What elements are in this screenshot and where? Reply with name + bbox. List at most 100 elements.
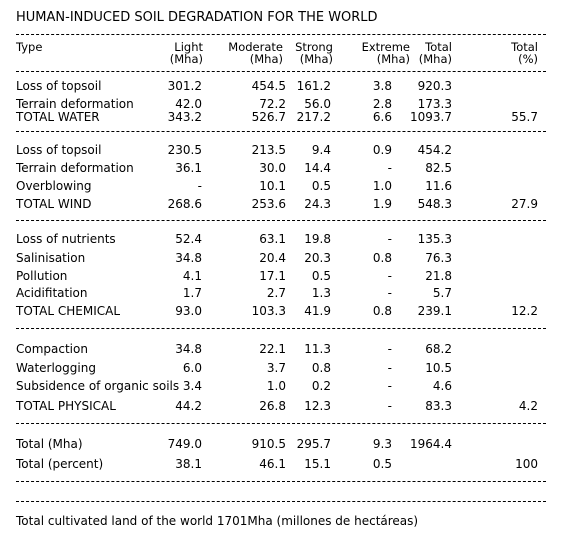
row-label: Terrain deformation (16, 161, 134, 175)
table-cell: 21.8 (425, 269, 452, 283)
table-cell: 1.3 (311, 286, 331, 300)
table-cell: 0.5 (311, 269, 331, 283)
column-header: (Mha) (418, 52, 452, 66)
table-cell: 0.8 (372, 304, 392, 318)
page-title: HUMAN-INDUCED SOIL DEGRADATION FOR THE W… (16, 10, 378, 25)
table-cell: 72.2 (259, 97, 286, 111)
table-cell: 454.2 (417, 143, 452, 157)
table-cell: - (387, 379, 392, 393)
table-cell: 749.0 (167, 437, 202, 451)
table-cell: 526.7 (251, 110, 286, 124)
table-cell: 301.2 (167, 79, 202, 93)
table-cell: 920.3 (417, 79, 452, 93)
row-label: TOTAL PHYSICAL (16, 399, 116, 413)
row-label: TOTAL WIND (16, 197, 92, 211)
table-cell: 1.7 (182, 286, 202, 300)
table-cell: - (387, 161, 392, 175)
row-label: Salinisation (16, 251, 86, 265)
table-cell: 3.4 (182, 379, 202, 393)
table-cell: 10.1 (259, 179, 286, 193)
table-cell: 0.5 (311, 179, 331, 193)
table-cell: 239.1 (417, 304, 452, 318)
table-cell: 14.4 (304, 161, 331, 175)
table-cell: 34.8 (175, 342, 202, 356)
table-cell: 4.2 (518, 399, 538, 413)
table-cell: 24.3 (304, 197, 331, 211)
table-cell: 230.5 (167, 143, 202, 157)
table-cell: 17.1 (259, 269, 286, 283)
table-cell: 26.8 (259, 399, 286, 413)
row-label: Terrain deformation (16, 97, 134, 111)
table-cell: 12.2 (511, 304, 538, 318)
table-cell: 1093.7 (410, 110, 452, 124)
table-cell: 46.1 (259, 457, 286, 471)
table-cell: 1964.4 (410, 437, 452, 451)
table-cell: 1.0 (266, 379, 286, 393)
row-label: TOTAL WATER (16, 110, 100, 124)
row-label: Acidifitation (16, 286, 88, 300)
table-cell: 38.1 (175, 457, 202, 471)
table-cell: 1.9 (372, 197, 392, 211)
table-cell: 295.7 (296, 437, 331, 451)
table-cell: 42.0 (175, 97, 202, 111)
table-cell: 19.8 (304, 232, 331, 246)
table-cell: 11.6 (425, 179, 452, 193)
table-cell: 5.7 (432, 286, 452, 300)
column-header: (%) (518, 52, 538, 66)
table-cell: 20.3 (304, 251, 331, 265)
table-cell: 217.2 (296, 110, 331, 124)
row-label: Loss of topsoil (16, 143, 102, 157)
table-cell: 44.2 (175, 399, 202, 413)
table-cell: 55.7 (511, 110, 538, 124)
table-cell: 1.0 (372, 179, 392, 193)
row-label: Subsidence of organic soils (16, 379, 180, 393)
table-cell: 56.0 (304, 97, 331, 111)
table-cell: - (387, 399, 392, 413)
table-cell: 343.2 (167, 110, 202, 124)
row-label: Loss of nutrients (16, 232, 116, 246)
column-header: (Mha) (249, 52, 283, 66)
column-header: Strong (295, 40, 333, 54)
table-cell: 0.9 (372, 143, 392, 157)
table-cell: 68.2 (425, 342, 452, 356)
table-cell: 41.9 (304, 304, 331, 318)
table-cell: 20.4 (259, 251, 286, 265)
column-header: (Mha) (376, 52, 410, 66)
table-cell: 0.8 (372, 251, 392, 265)
table-cell: 30.0 (259, 161, 286, 175)
row-label: Loss of topsoil (16, 79, 102, 93)
table-cell: - (387, 286, 392, 300)
row-label: Overblowing (16, 179, 92, 193)
column-header: (Mha) (299, 52, 333, 66)
table-cell: - (387, 342, 392, 356)
table-cell: - (387, 361, 392, 375)
table-cell: 2.8 (372, 97, 392, 111)
table-cell: 93.0 (175, 304, 202, 318)
column-header: Moderate (228, 40, 283, 54)
table-cell: - (387, 269, 392, 283)
dashed-divider (16, 328, 546, 329)
table-cell: 63.1 (259, 232, 286, 246)
table-cell: 11.3 (304, 342, 331, 356)
row-label: Total (percent) (16, 457, 104, 471)
table-cell: 0.5 (372, 457, 392, 471)
dashed-divider (16, 220, 546, 221)
table-cell: 0.8 (311, 361, 331, 375)
table-cell: 2.7 (266, 286, 286, 300)
column-header: Total (511, 40, 538, 54)
table-cell: 82.5 (425, 161, 452, 175)
table-cell: 213.5 (251, 143, 286, 157)
table-cell: 161.2 (296, 79, 331, 93)
column-header: Light (174, 40, 203, 54)
table-cell: 0.2 (311, 379, 331, 393)
table-cell: 910.5 (251, 437, 286, 451)
table-cell: 4.6 (432, 379, 452, 393)
row-label: Waterlogging (16, 361, 96, 375)
table-cell: 52.4 (175, 232, 202, 246)
table-cell: 9.3 (372, 437, 392, 451)
table-cell: - (387, 232, 392, 246)
table-cell: 6.6 (372, 110, 392, 124)
table-cell: 4.1 (182, 269, 202, 283)
table-cell: 100 (515, 457, 538, 471)
row-label: Total (Mha) (16, 437, 83, 451)
